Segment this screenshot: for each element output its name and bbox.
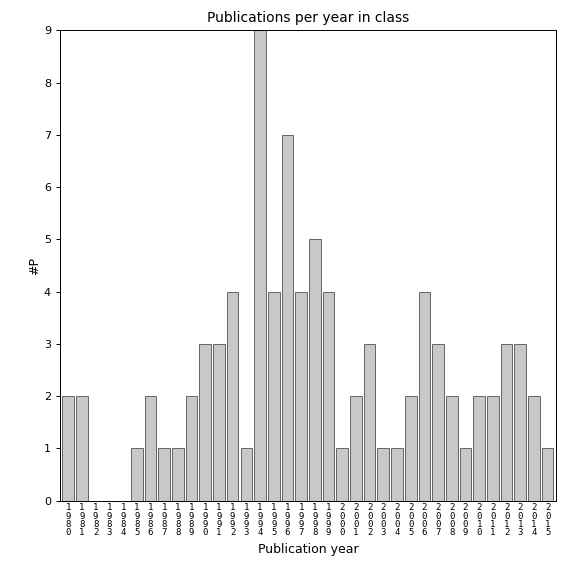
Bar: [418, 291, 430, 501]
Bar: [309, 239, 321, 501]
Bar: [295, 291, 307, 501]
Bar: [227, 291, 239, 501]
Bar: [145, 396, 156, 501]
Title: Publications per year in class: Publications per year in class: [207, 11, 409, 25]
Bar: [158, 448, 170, 501]
Bar: [350, 396, 362, 501]
Bar: [240, 448, 252, 501]
Bar: [542, 448, 553, 501]
Bar: [131, 448, 142, 501]
Bar: [282, 135, 293, 501]
X-axis label: Publication year: Publication year: [257, 543, 358, 556]
Bar: [268, 291, 280, 501]
Bar: [514, 344, 526, 501]
Bar: [62, 396, 74, 501]
Bar: [405, 396, 417, 501]
Y-axis label: #P: #P: [28, 256, 41, 274]
Bar: [364, 344, 375, 501]
Bar: [446, 396, 458, 501]
Bar: [391, 448, 403, 501]
Bar: [323, 291, 335, 501]
Bar: [200, 344, 211, 501]
Bar: [336, 448, 348, 501]
Bar: [378, 448, 389, 501]
Bar: [460, 448, 471, 501]
Bar: [172, 448, 184, 501]
Bar: [76, 396, 88, 501]
Bar: [186, 396, 197, 501]
Bar: [213, 344, 225, 501]
Bar: [501, 344, 513, 501]
Bar: [487, 396, 499, 501]
Bar: [473, 396, 485, 501]
Bar: [254, 31, 266, 501]
Bar: [528, 396, 540, 501]
Bar: [432, 344, 444, 501]
